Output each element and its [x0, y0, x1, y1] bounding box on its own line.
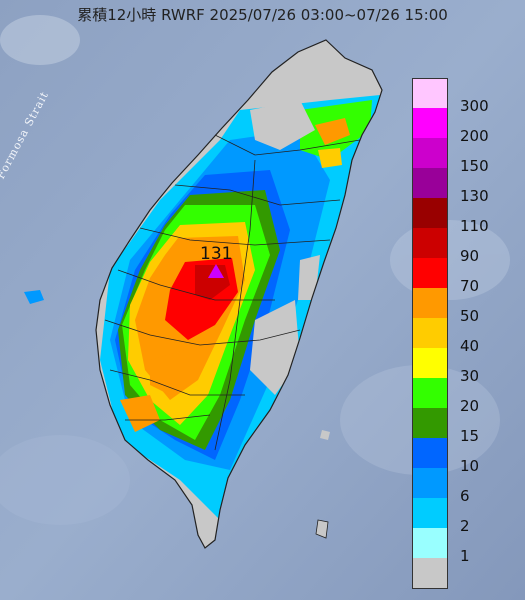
legend-swatch — [412, 108, 448, 138]
legend-label: 150 — [460, 157, 489, 175]
legend-swatch — [412, 228, 448, 258]
green-island — [315, 519, 329, 539]
legend-label: 200 — [460, 127, 489, 145]
legend-swatch — [412, 288, 448, 318]
legend-swatch — [412, 408, 448, 438]
peak-value-label: 131 — [200, 244, 233, 264]
legend-label: 30 — [460, 367, 480, 385]
legend-swatch — [412, 558, 448, 589]
legend-swatch — [412, 438, 448, 468]
legend-swatch — [412, 78, 448, 109]
county-boundaries — [95, 39, 383, 549]
legend-swatch — [412, 348, 448, 378]
legend-label: 110 — [460, 217, 489, 235]
legend-label: 90 — [460, 247, 480, 265]
legend-label: 40 — [460, 337, 480, 355]
legend-label: 1 — [460, 547, 470, 565]
legend-swatch — [412, 258, 448, 288]
legend-swatch — [412, 468, 448, 498]
legend-label: 15 — [460, 427, 480, 445]
small-island — [320, 430, 330, 440]
legend-swatch — [412, 528, 448, 558]
legend-label: 10 — [460, 457, 480, 475]
penghu-islands — [24, 290, 44, 304]
legend-swatch — [412, 378, 448, 408]
legend-swatch — [412, 498, 448, 528]
legend-label: 70 — [460, 277, 480, 295]
legend-swatch — [412, 168, 448, 198]
legend-label: 20 — [460, 397, 480, 415]
legend-label: 130 — [460, 187, 489, 205]
legend-label: 2 — [460, 517, 470, 535]
map-title: 累積12小時 RWRF 2025/07/26 03:00~07/26 15:00 — [77, 6, 448, 24]
legend-label: 50 — [460, 307, 480, 325]
legend-label: 300 — [460, 97, 489, 115]
peak-triangle-icon — [208, 264, 224, 278]
legend-label: 6 — [460, 487, 470, 505]
legend-swatch — [412, 138, 448, 168]
legend-swatch — [412, 198, 448, 228]
legend-swatch — [412, 318, 448, 348]
